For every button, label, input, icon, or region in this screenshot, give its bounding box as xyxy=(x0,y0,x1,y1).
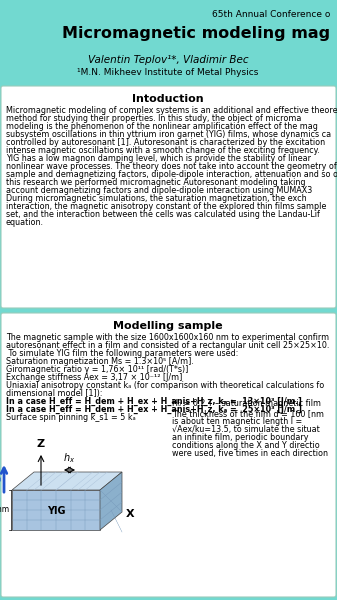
Text: To simulate YIG film the following parameters were used:: To simulate YIG film the following param… xyxy=(6,349,238,358)
Text: is about ten magnetic length l =: is about ten magnetic length l = xyxy=(172,417,302,426)
Text: ¹M.N. Mikheev Institute of Metal Physics: ¹M.N. Mikheev Institute of Metal Physics xyxy=(77,68,259,77)
Text: account demagnetizing factors and dipole-dipole interaction using MUMAX3: account demagnetizing factors and dipole… xyxy=(6,186,312,195)
Text: $H_0$: $H_0$ xyxy=(0,472,2,485)
FancyBboxPatch shape xyxy=(1,86,336,308)
Text: During micromagnetic simulations, the saturation magnetization, the exch: During micromagnetic simulations, the sa… xyxy=(6,194,307,203)
Text: Surface spin pinning k_s1 = 5 kₐ: Surface spin pinning k_s1 = 5 kₐ xyxy=(6,413,136,422)
Text: 160 nm: 160 nm xyxy=(0,505,9,514)
Text: method for studying their properties. In this study, the object of microma: method for studying their properties. In… xyxy=(6,114,301,123)
FancyBboxPatch shape xyxy=(1,313,336,597)
Text: equation.: equation. xyxy=(6,218,44,227)
Text: Saturation magnetization Ms = 1.3×10⁵ [A/m].: Saturation magnetization Ms = 1.3×10⁵ [A… xyxy=(6,357,194,366)
Text: Micromagnetic modeling of complex systems is an additional and effective theore: Micromagnetic modeling of complex system… xyxy=(6,106,337,115)
Text: In a case H_eff = H_dem + H_ex + H_anis+H_z, kₐ =  13×10³ [J/m.]: In a case H_eff = H_dem + H_ex + H_anis+… xyxy=(6,397,302,406)
Text: Modelling sample: Modelling sample xyxy=(113,321,223,331)
Text: nonlinear wave processes. The theory does not take into account the geometry of: nonlinear wave processes. The theory doe… xyxy=(6,162,337,171)
Text: Giromagnetic ratio γ = 1,76× 10¹¹ [rad/(T*s)]: Giromagnetic ratio γ = 1,76× 10¹¹ [rad/(… xyxy=(6,365,188,374)
Text: intense magnetic oscillations with a smooth change of the exciting frequency.: intense magnetic oscillations with a smo… xyxy=(6,146,320,155)
Text: sample and demagnetizing factors, dipole-dipole interaction, attenuation and so : sample and demagnetizing factors, dipole… xyxy=(6,170,337,179)
Text: Uniaxial anisotropy constant kₐ (for comparison with theoretical calculations fo: Uniaxial anisotropy constant kₐ (for com… xyxy=(6,381,324,390)
Text: Intoduction: Intoduction xyxy=(132,94,204,104)
Text: Micromagnetic modeling mag: Micromagnetic modeling mag xyxy=(62,26,330,41)
Text: X: X xyxy=(126,509,134,519)
Text: YIG: YIG xyxy=(47,506,65,516)
Polygon shape xyxy=(12,490,100,530)
Text: interaction, the magnetic anisotropy constant of the explored thin films sample: interaction, the magnetic anisotropy con… xyxy=(6,202,326,211)
Text: set, and the interaction between the cells was calculated using the Landau-Lif: set, and the interaction between the cel… xyxy=(6,210,320,219)
Text: H₀ = 0,2 T – saturation magnetic film: H₀ = 0,2 T – saturation magnetic film xyxy=(172,399,321,408)
Text: autoresonant effect in a film and consisted of a rectangular unit cell 25×25×10.: autoresonant effect in a film and consis… xyxy=(6,341,329,350)
Text: Valentin Teplov¹*, Vladimir Beс: Valentin Teplov¹*, Vladimir Beс xyxy=(88,55,248,65)
Text: controlled by autoresonant [1]. Autoresonant is characterized by the excitation: controlled by autoresonant [1]. Autoreso… xyxy=(6,138,325,147)
Polygon shape xyxy=(12,472,122,490)
Text: Exchange stiffness Aex = 3,17 × 10⁻¹² [J/m]: Exchange stiffness Aex = 3,17 × 10⁻¹² [J… xyxy=(6,373,182,382)
Text: subsystem oscillations in thin yttrium iron garnet (YIG) films, whose dynamics c: subsystem oscillations in thin yttrium i… xyxy=(6,130,331,139)
Text: Z: Z xyxy=(37,439,45,449)
Text: The magnetic sample with the size 1600x1600x160 nm to experimental confirm: The magnetic sample with the size 1600x1… xyxy=(6,333,329,342)
Text: 65th Annual Conference o: 65th Annual Conference o xyxy=(212,10,330,19)
Text: were used, five times in each direction: were used, five times in each direction xyxy=(172,449,328,458)
Text: dimensional model [1]):: dimensional model [1]): xyxy=(6,389,102,398)
Text: this research we performed micromagnetic Autoresonant modeling taking: this research we performed micromagnetic… xyxy=(6,178,306,187)
Text: conditions along the X and Y directio: conditions along the X and Y directio xyxy=(172,441,320,450)
Text: In a case H_eff = H_dem + H_ex + H_anis+H_z, kₐ =  25×10³ [J/m.]: In a case H_eff = H_dem + H_ex + H_anis+… xyxy=(6,405,302,414)
Text: modeling is the phenomenon of the nonlinear amplification effect of the mag: modeling is the phenomenon of the nonlin… xyxy=(6,122,318,131)
Text: an infinite film, periodic boundary: an infinite film, periodic boundary xyxy=(172,433,308,442)
Text: $h_x$: $h_x$ xyxy=(63,451,75,465)
Text: YIG has a low magnon damping level, which is provide the stability of linear: YIG has a low magnon damping level, whic… xyxy=(6,154,311,163)
Text: The thickness of the film d = 160 [nm: The thickness of the film d = 160 [nm xyxy=(172,409,324,418)
Text: √Aex/ku=13.5, to simulate the situat: √Aex/ku=13.5, to simulate the situat xyxy=(172,425,320,434)
Polygon shape xyxy=(100,472,122,530)
